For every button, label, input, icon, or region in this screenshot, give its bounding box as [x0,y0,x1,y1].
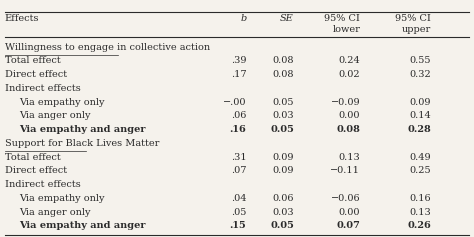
Text: Via empathy and anger: Via empathy and anger [19,125,146,134]
Text: 0.00: 0.00 [339,111,360,120]
Text: −.00: −.00 [223,98,246,107]
Text: 0.03: 0.03 [272,208,294,217]
Text: Total effect: Total effect [5,56,61,65]
Text: .06: .06 [231,111,246,120]
Text: Via anger only: Via anger only [19,111,91,120]
Text: 0.26: 0.26 [408,221,431,230]
Text: −0.06: −0.06 [331,194,360,203]
Text: 0.02: 0.02 [338,70,360,79]
Text: −0.11: −0.11 [330,166,360,175]
Text: 0.14: 0.14 [410,111,431,120]
Text: 0.25: 0.25 [410,166,431,175]
Text: 0.32: 0.32 [410,70,431,79]
Text: .31: .31 [231,153,246,162]
Text: .17: .17 [231,70,246,79]
Text: 0.13: 0.13 [410,208,431,217]
Text: Willingness to engage in collective action: Willingness to engage in collective acti… [5,43,210,52]
Text: 0.24: 0.24 [338,56,360,65]
Text: 0.03: 0.03 [272,111,294,120]
Text: 0.05: 0.05 [273,98,294,107]
Text: 0.08: 0.08 [273,70,294,79]
Text: Direct effect: Direct effect [5,70,67,79]
Text: SE: SE [280,14,294,23]
Text: 0.07: 0.07 [337,221,360,230]
Text: b: b [240,14,246,23]
Text: 95% CI
upper: 95% CI upper [395,14,431,34]
Text: 0.28: 0.28 [408,125,431,134]
Text: 0.08: 0.08 [273,56,294,65]
Text: −0.09: −0.09 [331,98,360,107]
Text: Indirect effects: Indirect effects [5,84,81,93]
Text: Indirect effects: Indirect effects [5,180,81,189]
Text: 0.09: 0.09 [410,98,431,107]
Text: 0.08: 0.08 [337,125,360,134]
Text: 0.13: 0.13 [338,153,360,162]
Text: Support for Black Lives Matter: Support for Black Lives Matter [5,139,159,148]
Text: 0.05: 0.05 [270,221,294,230]
Text: .04: .04 [231,194,246,203]
Text: .39: .39 [231,56,246,65]
Text: 0.06: 0.06 [273,194,294,203]
Text: Direct effect: Direct effect [5,166,67,175]
Text: Via empathy only: Via empathy only [19,194,104,203]
Text: Via anger only: Via anger only [19,208,91,217]
Text: .05: .05 [231,208,246,217]
Text: Total effect: Total effect [5,153,61,162]
Text: 0.09: 0.09 [273,166,294,175]
Text: .07: .07 [231,166,246,175]
Text: 0.16: 0.16 [410,194,431,203]
Text: Via empathy only: Via empathy only [19,98,104,107]
Text: .16: .16 [230,125,246,134]
Text: 0.09: 0.09 [273,153,294,162]
Text: .15: .15 [230,221,246,230]
Text: 95% CI
lower: 95% CI lower [324,14,360,34]
Text: 0.49: 0.49 [410,153,431,162]
Text: 0.00: 0.00 [339,208,360,217]
Text: 0.55: 0.55 [410,56,431,65]
Text: Via empathy and anger: Via empathy and anger [19,221,146,230]
Text: Effects: Effects [5,14,39,23]
Text: 0.05: 0.05 [270,125,294,134]
